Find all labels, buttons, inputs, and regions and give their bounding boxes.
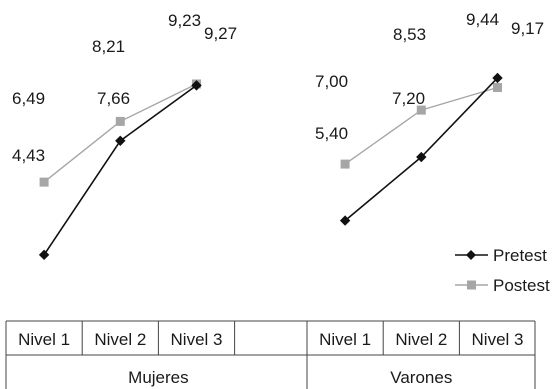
data-label: 7,00 xyxy=(315,72,348,91)
x-tick-label: Nivel 1 xyxy=(319,330,371,349)
marker-postest xyxy=(115,116,125,126)
data-label: 6,49 xyxy=(12,89,45,108)
data-label: 8,53 xyxy=(393,25,426,44)
data-label: 9,23 xyxy=(168,11,201,30)
x-tick-label: Nivel 2 xyxy=(94,330,146,349)
legend-marker-postest xyxy=(467,280,476,290)
data-label: 7,66 xyxy=(97,89,130,108)
legend-label: Pretest xyxy=(493,246,547,265)
legend-label: Postest xyxy=(493,276,550,295)
marker-postest xyxy=(340,159,350,169)
data-label: 9,44 xyxy=(466,10,499,29)
data-label: 9,17 xyxy=(511,19,544,38)
x-tick-label: Nivel 1 xyxy=(18,330,70,349)
x-tick-label: Nivel 2 xyxy=(395,330,447,349)
marker-postest xyxy=(39,177,49,187)
marker-pretest xyxy=(38,249,50,261)
group-label: Mujeres xyxy=(128,368,188,387)
marker-pretest xyxy=(115,135,126,147)
marker-postest xyxy=(493,82,502,92)
x-tick-label: Nivel 3 xyxy=(171,330,223,349)
data-label: 9,27 xyxy=(204,24,237,43)
marker-pretest xyxy=(492,72,503,84)
marker-pretest xyxy=(191,80,202,91)
data-label: 8,21 xyxy=(92,37,125,56)
data-label: 4,43 xyxy=(12,146,45,165)
marker-pretest xyxy=(416,151,427,163)
data-label: 5,40 xyxy=(315,124,348,143)
x-tick-label: Nivel 3 xyxy=(472,330,524,349)
marker-pretest xyxy=(339,215,351,226)
group-label: Varones xyxy=(390,368,452,387)
data-label: 7,20 xyxy=(392,89,425,108)
series-line-pretest xyxy=(43,84,197,256)
marker-postest xyxy=(416,105,426,115)
legend-marker-pretest xyxy=(466,250,476,260)
